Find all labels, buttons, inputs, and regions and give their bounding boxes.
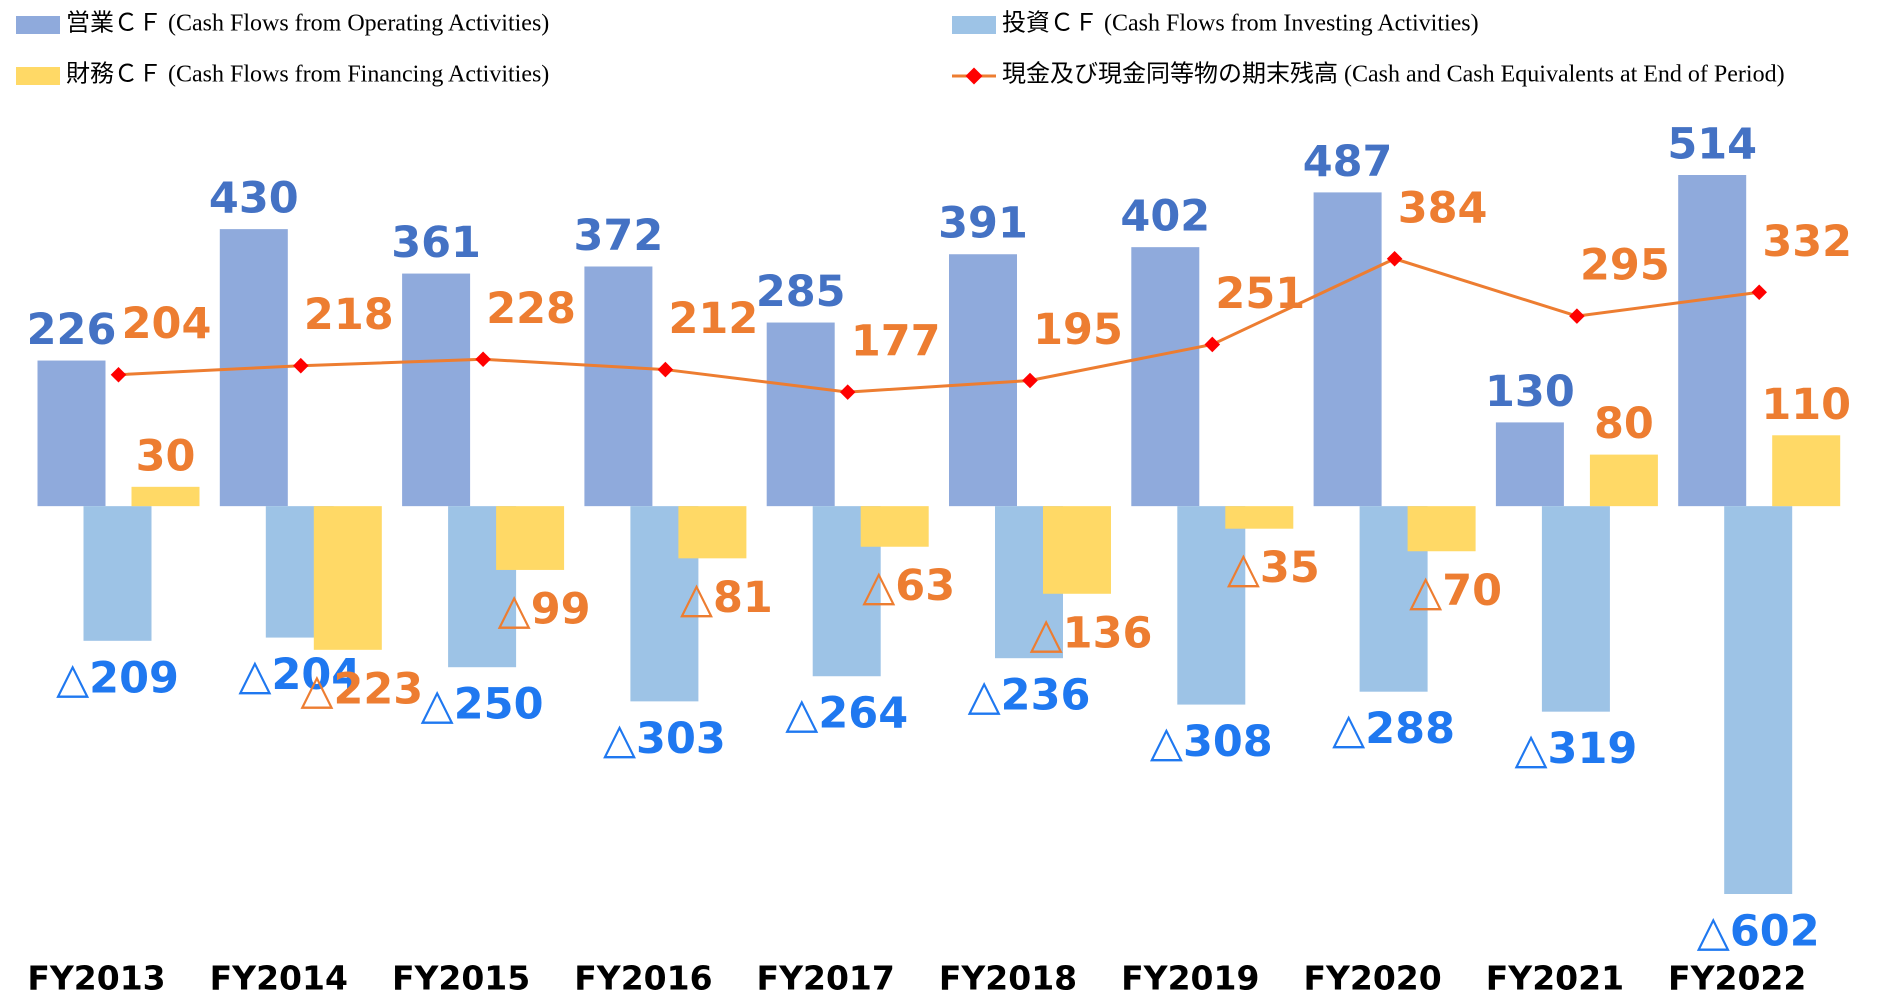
bar [1313,192,1382,507]
bar [766,322,835,507]
x-tick-label: FY2019 [1121,959,1259,997]
data-label: 177 [851,317,941,367]
bar [1225,506,1294,529]
data-label: 391 [938,199,1028,249]
legend-swatch [16,67,60,85]
data-label: 218 [304,290,394,340]
data-label: 361 [391,218,481,268]
bar [949,254,1017,507]
bar [131,486,200,507]
line-marker [1022,372,1038,389]
data-label: 204 [122,299,212,349]
legend-label: 現金及び現金同等物の期末残高 (Cash and Cash Equivalent… [1002,61,1785,88]
data-label: 130 [1485,367,1575,417]
data-label: △308 [1150,717,1273,767]
line-marker [110,366,127,383]
bar [1495,422,1564,507]
bar [678,506,747,559]
data-label: 384 [1398,183,1488,233]
data-label: △602 [1697,907,1820,957]
bar [1131,247,1200,507]
x-tick-label: FY2017 [757,959,895,997]
legend-swatch [16,16,60,34]
bar [37,360,106,507]
data-label: 285 [756,267,846,317]
data-label: 487 [1303,137,1393,187]
data-label: 228 [486,284,576,334]
bar [584,266,653,507]
bar [402,273,471,507]
bar [1407,506,1476,552]
data-label: 30 [136,431,196,481]
data-label: 332 [1762,217,1852,267]
data-label: 226 [27,305,117,355]
line-marker [293,357,309,374]
line [118,257,1760,394]
bar [1678,175,1747,507]
legend-label: 財務ＣＦ (Cash Flows from Financing Activiti… [66,61,549,88]
data-label: △63 [862,561,955,611]
data-label: 402 [1120,192,1210,242]
data-label: △204 [238,650,361,700]
legend-marker [965,67,983,85]
x-tick-label: FY2015 [392,959,530,997]
legend-swatch [952,16,996,34]
bar [1772,435,1841,507]
bar [83,506,152,641]
line-marker [1751,284,1767,301]
legend-label: 投資ＣＦ (Cash Flows from Investing Activiti… [1002,10,1479,37]
data-label: △223 [300,664,423,714]
line-marker [1386,250,1403,267]
data-label: 295 [1580,241,1670,291]
x-tick-label: FY2016 [574,959,712,997]
data-label: 80 [1594,399,1654,449]
bar [1589,454,1658,507]
data-label: △70 [1409,566,1502,616]
data-label: 430 [209,174,299,224]
data-label: 251 [1215,269,1305,319]
data-label: △99 [498,584,591,634]
bar [313,506,382,650]
data-label: △209 [56,653,179,703]
data-label: 195 [1033,305,1123,355]
data-label: 514 [1667,120,1757,170]
line-marker [1569,308,1585,324]
line-marker [475,351,491,368]
x-tick-label: FY2018 [939,959,1077,997]
bar [496,506,565,570]
line-marker [657,361,674,378]
bar [1177,506,1246,705]
x-tick-label: FY2014 [210,959,348,997]
bar [860,506,929,547]
data-label: △303 [603,714,726,764]
bar [1043,506,1111,594]
data-label: △319 [1514,724,1637,774]
data-label: △288 [1332,704,1455,754]
data-label: 372 [574,211,664,261]
bar [1724,506,1793,894]
x-tick-label: FY2020 [1303,959,1441,997]
data-label: △35 [1227,543,1320,593]
line-marker [839,384,856,400]
x-tick-label: FY2013 [27,959,165,997]
data-label: △81 [680,573,773,623]
line-marker [1204,336,1221,353]
x-tick-label: FY2021 [1486,959,1624,997]
data-label: △136 [1030,608,1153,658]
data-label: 110 [1761,380,1851,430]
data-label: 212 [669,294,759,344]
data-label: △250 [421,680,544,730]
data-label: △236 [968,671,1091,721]
x-tick-label: FY2022 [1668,959,1806,997]
data-label: △264 [785,689,908,739]
bar [1541,506,1610,712]
legend-label: 営業ＣＦ (Cash Flows from Operating Activiti… [66,10,549,37]
